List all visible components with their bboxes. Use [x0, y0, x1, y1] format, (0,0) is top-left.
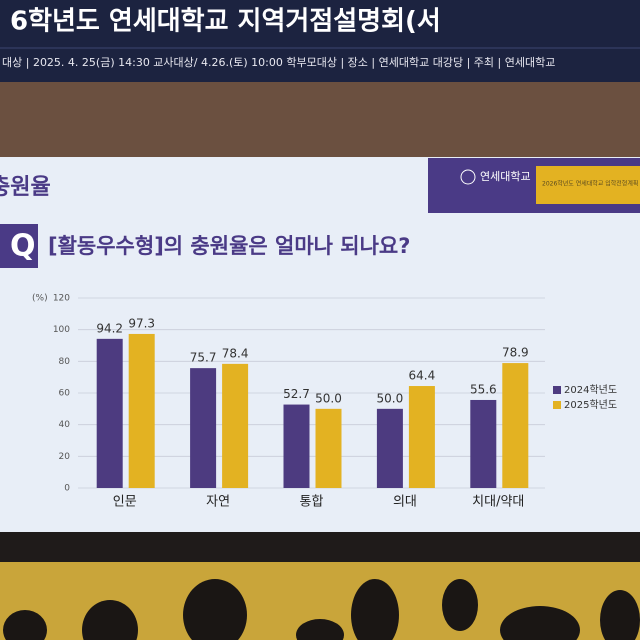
banner-title: 6학년도 연세대학교 지역거점설명회(서 [10, 7, 441, 37]
q-mark: Q [10, 229, 36, 264]
value-label: 78.4 [222, 346, 249, 360]
logo: 연세대학교 [480, 170, 531, 183]
y-tick-label: 80 [59, 357, 71, 367]
value-label: 50.0 [377, 391, 404, 405]
y-axis-label: (%) [32, 294, 48, 304]
section-title: 충원율 [0, 175, 51, 200]
badge: 2026학년도 연세대학교 입학전형계획 안내 [542, 180, 640, 188]
legend-label: 2024학년도 [564, 384, 617, 396]
x-tick-label: 의대 [393, 495, 417, 510]
value-label: 78.9 [502, 346, 529, 360]
value-label: 52.7 [283, 387, 310, 401]
y-tick-label: 100 [53, 325, 70, 335]
banner [0, 0, 640, 82]
value-label: 64.4 [409, 369, 436, 383]
legend-swatch [553, 386, 561, 394]
audience [3, 579, 640, 640]
legend-label: 2025학년도 [564, 399, 617, 411]
bar [283, 404, 310, 488]
chart-title: [활동우수형]의 충원율은 얼마나 되나요? [48, 234, 410, 258]
stage [0, 532, 640, 562]
value-label: 94.2 [96, 321, 123, 335]
value-label: 97.3 [128, 316, 155, 330]
bar [408, 386, 435, 488]
x-tick-label: 통합 [300, 495, 324, 510]
value-label: 75.7 [190, 351, 217, 365]
bar [128, 333, 155, 488]
bar [96, 338, 123, 488]
x-tick-label: 인문 [113, 495, 137, 510]
bar [222, 363, 249, 488]
y-tick-label: 40 [59, 420, 71, 430]
value-label: 55.6 [470, 382, 497, 396]
x-tick-label: 자연 [206, 495, 230, 510]
logo-icon [460, 169, 476, 185]
y-tick-label: 0 [64, 484, 70, 494]
bar [376, 408, 403, 488]
badge-box [536, 166, 640, 204]
bar [502, 363, 529, 488]
bar [470, 399, 497, 488]
y-tick-label: 120 [53, 294, 70, 304]
legend-swatch [553, 401, 561, 409]
bar [190, 368, 217, 488]
banner-info: 대상 | 2025. 4. 25(금) 14:30 교사대상/ 4.26.(토)… [2, 56, 555, 69]
bar [315, 408, 342, 488]
q-box [0, 224, 38, 268]
x-tick-label: 치대/약대 [472, 495, 524, 510]
y-tick-label: 60 [59, 389, 71, 399]
wall [0, 82, 640, 157]
value-label: 50.0 [315, 391, 342, 405]
y-tick-label: 20 [59, 452, 71, 462]
